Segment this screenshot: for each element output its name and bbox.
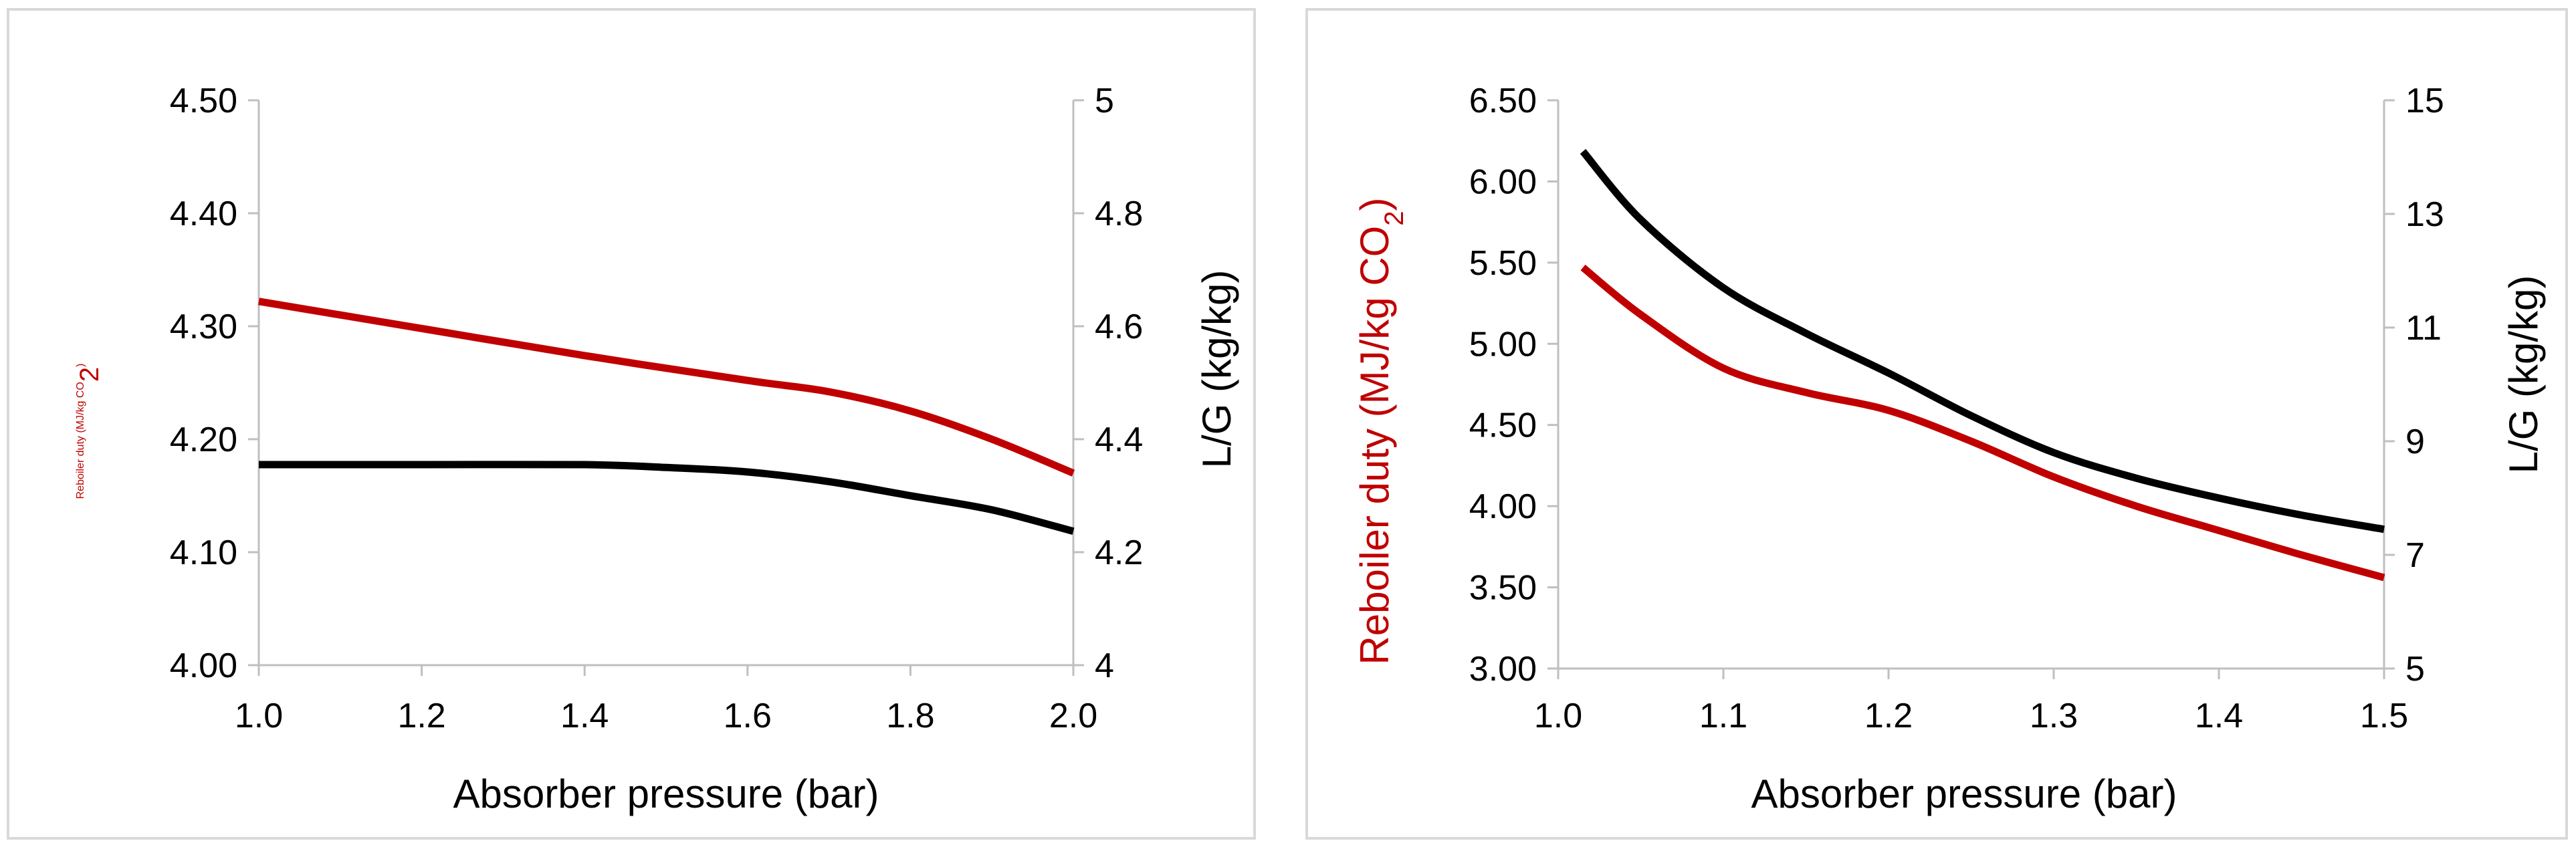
y-left-tick-label: 4.00 — [170, 646, 237, 685]
y-right-tick-label: 11 — [2405, 309, 2442, 348]
lg-ratio-line — [259, 461, 1075, 535]
y-axis-left-title: Reboiler duty (MJ/kg CO2) — [75, 364, 104, 499]
y-left-tick-label: 3.00 — [1469, 650, 1537, 689]
y-right-tick-label: 15 — [2405, 82, 2444, 120]
y-left-tick-label: 4.40 — [170, 195, 237, 233]
y-axis-right-title: L/G (kg/kg) — [2501, 275, 2546, 474]
y-left-tick-label: 4.20 — [170, 420, 237, 459]
y-axis-left-title-text: Reboiler duty (MJ/kg CO — [75, 382, 86, 499]
y-right-tick-label: 4.2 — [1095, 533, 1143, 572]
y-axis-left-title-subscript: 2 — [75, 367, 104, 382]
x-axis-title: Absorber pressure (bar) — [453, 771, 879, 816]
x-tick-label: 1.0 — [235, 697, 283, 735]
y-right-tick-label: 5 — [2405, 650, 2425, 689]
y-left-tick-label: 5.50 — [1469, 244, 1537, 283]
y-right-tick-label: 5 — [1095, 82, 1114, 120]
x-tick-label: 1.2 — [397, 697, 445, 735]
chart-frame — [7, 8, 1256, 840]
x-tick-label: 1.4 — [2195, 697, 2243, 735]
y-right-tick-label: 4.6 — [1095, 308, 1143, 346]
x-tick-label: 1.1 — [1699, 697, 1747, 735]
y-left-tick-label: 4.50 — [1469, 406, 1537, 445]
y-left-tick-label: 6.00 — [1469, 162, 1537, 201]
y-left-tick-label: 3.50 — [1469, 569, 1537, 608]
y-axis-left-title: Reboiler duty (MJ/kg CO2) — [1352, 197, 1409, 664]
x-tick-label: 1.4 — [560, 697, 609, 735]
y-axis-left-title-subscript: 2 — [1380, 211, 1409, 225]
y-right-tick-label: 7 — [2405, 536, 2425, 575]
y-left-tick-label: 5.00 — [1469, 325, 1537, 364]
y-left-tick-label: 4.10 — [170, 533, 237, 572]
y-right-tick-label: 4 — [1095, 646, 1114, 685]
x-axis-title: Absorber pressure (bar) — [1751, 771, 2177, 816]
x-tick-label: 1.3 — [2030, 697, 2078, 735]
x-tick-label: 1.2 — [1864, 697, 1913, 735]
y-right-tick-label: 13 — [2405, 195, 2444, 234]
x-tick-label: 1.5 — [2360, 697, 2408, 735]
reboiler-duty-line — [1580, 264, 2385, 582]
y-left-tick-label: 4.30 — [170, 308, 237, 346]
chart-panel-right: Reboiler duty (MJ/kg CO2) L/G (kg/kg) Ab… — [1305, 8, 2568, 840]
x-tick-label: 1.6 — [724, 697, 772, 735]
reboiler-duty-line — [258, 297, 1075, 477]
y-axis-left-title-close: ) — [75, 364, 86, 367]
y-left-tick-label: 4.00 — [1469, 487, 1537, 526]
y-right-tick-label: 9 — [2405, 422, 2425, 461]
x-tick-label: 2.0 — [1049, 697, 1097, 735]
y-right-tick-label: 4.4 — [1095, 420, 1143, 459]
y-left-tick-label: 4.50 — [170, 82, 237, 120]
y-axis-right-title: L/G (kg/kg) — [1194, 270, 1239, 469]
y-left-tick-label: 6.50 — [1469, 82, 1537, 120]
x-tick-label: 1.8 — [886, 697, 934, 735]
lg-ratio-line — [1580, 148, 2385, 533]
y-right-tick-label: 4.8 — [1095, 195, 1143, 233]
x-tick-label: 1.0 — [1534, 697, 1582, 735]
chart-panel-left: Reboiler duty (MJ/kg CO2) L/G (kg/kg) Ab… — [7, 8, 1256, 840]
y-axis-left-title-text: Reboiler duty (MJ/kg CO — [1352, 226, 1397, 665]
y-axis-left-title-close: ) — [1352, 197, 1397, 211]
